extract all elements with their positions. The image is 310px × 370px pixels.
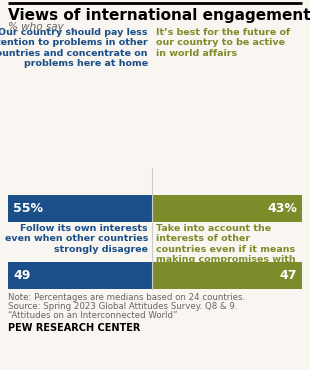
Text: Follow its own interests
even when other countries
strongly disagree: Follow its own interests even when other…	[5, 224, 148, 254]
Bar	[8, 262, 152, 289]
Text: Note: Percentages are medians based on 24 countries.: Note: Percentages are medians based on 2…	[8, 293, 245, 302]
Text: Views of international engagement: Views of international engagement	[8, 8, 310, 23]
Text: Source: Spring 2023 Global Attitudes Survey. Q8 & 9.: Source: Spring 2023 Global Attitudes Sur…	[8, 302, 237, 311]
Bar	[8, 195, 152, 222]
Text: “Attitudes on an Interconnected World”: “Attitudes on an Interconnected World”	[8, 311, 178, 320]
Text: % who say …: % who say …	[8, 22, 78, 32]
Bar	[152, 262, 302, 289]
Text: 47: 47	[280, 269, 297, 282]
Text: 43%: 43%	[267, 202, 297, 215]
Text: 55%: 55%	[13, 202, 43, 215]
Text: Our country should pay less
attention to problems in other
countries and concent: Our country should pay less attention to…	[0, 28, 148, 68]
Bar	[152, 195, 302, 222]
Text: It’s best for the future of
our country to be active
in world affairs: It’s best for the future of our country …	[156, 28, 290, 58]
Text: Take into account the
interests of other
countries even if it means
making compr: Take into account the interests of other…	[156, 224, 296, 275]
Text: 49: 49	[13, 269, 30, 282]
Text: PEW RESEARCH CENTER: PEW RESEARCH CENTER	[8, 323, 140, 333]
